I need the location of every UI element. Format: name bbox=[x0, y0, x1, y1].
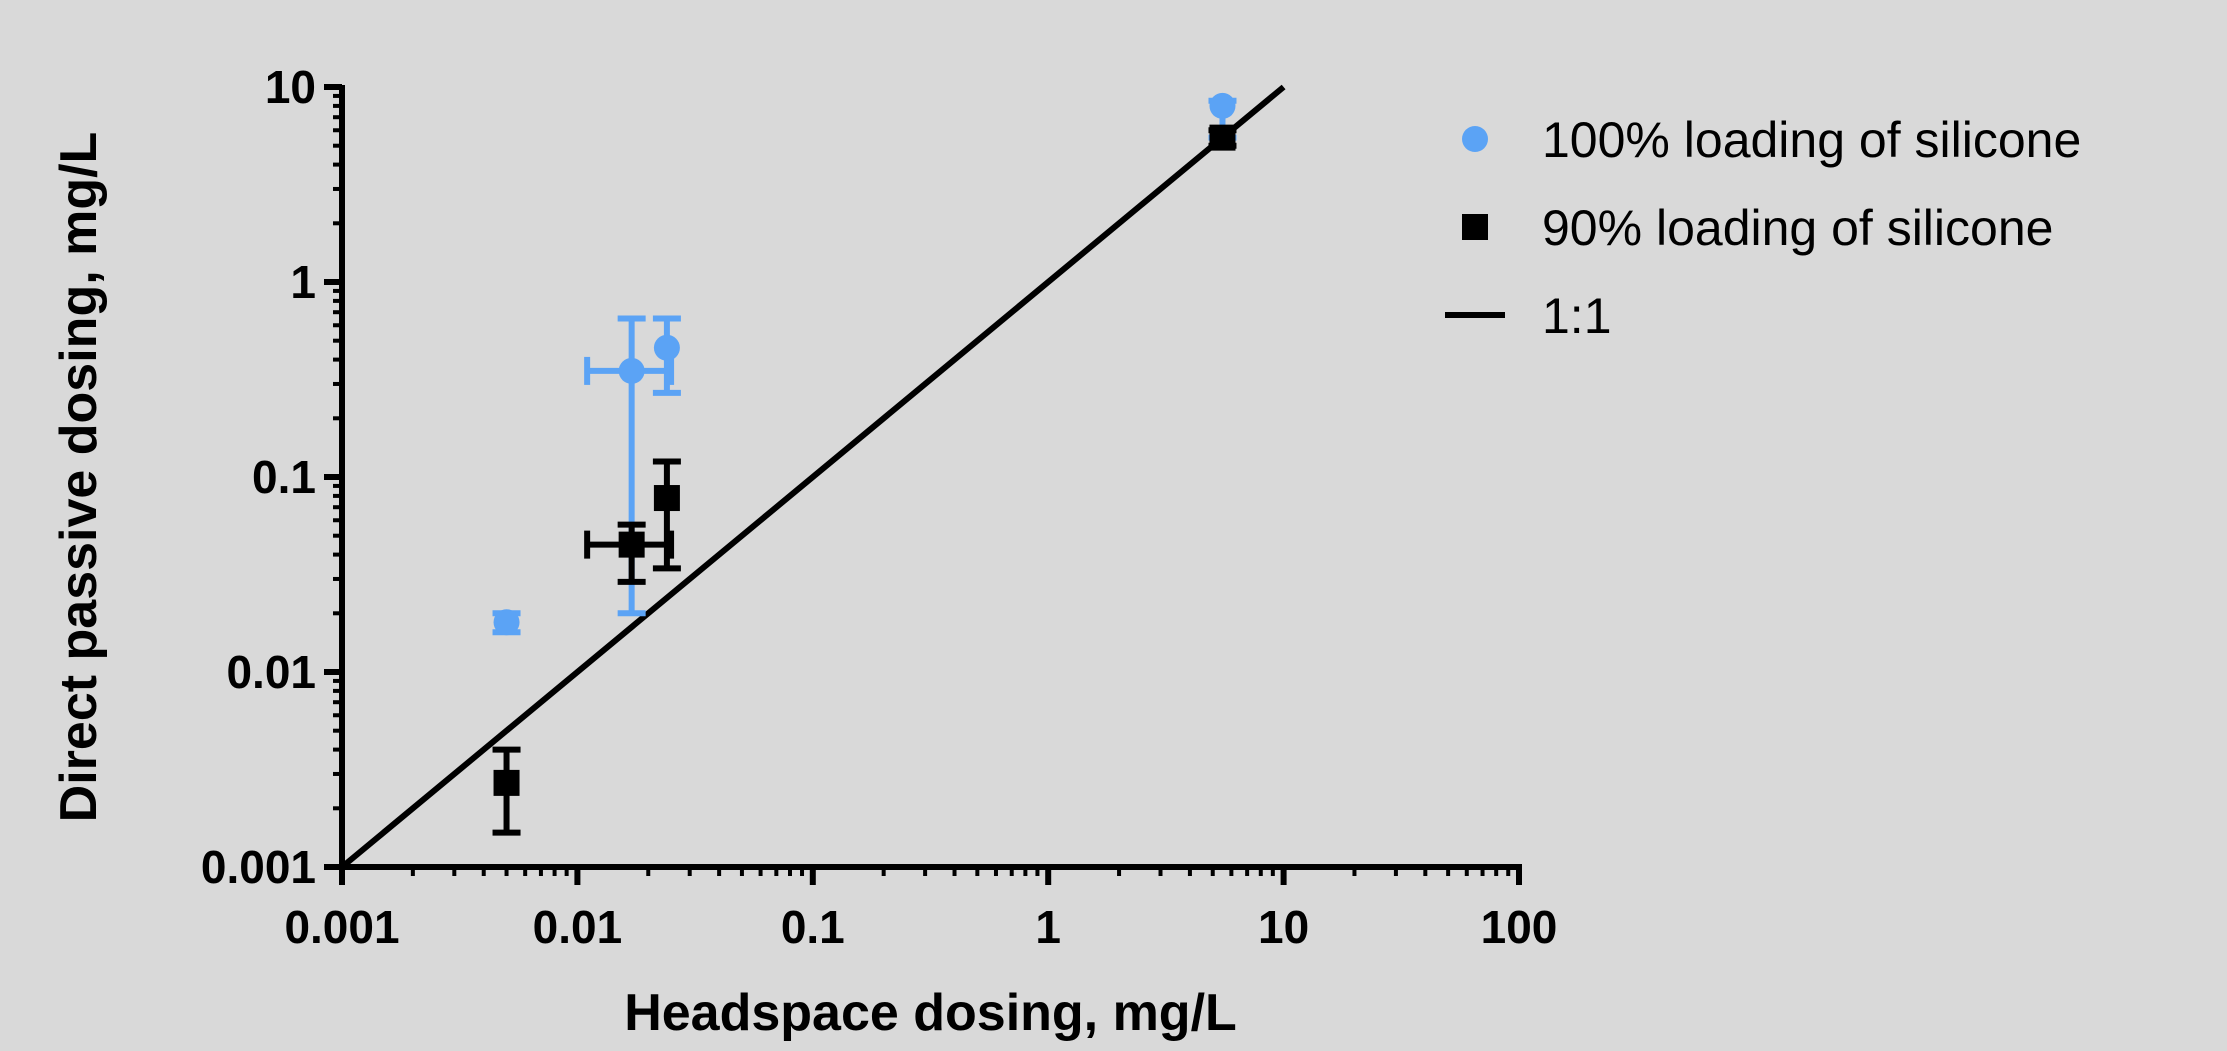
x-tick-label: 0.1 bbox=[781, 901, 845, 953]
reference-line-1-1 bbox=[340, 84, 1286, 870]
data-point-circle bbox=[653, 334, 680, 361]
y-tick-label: 0.001 bbox=[201, 841, 316, 893]
x-tick-label: 100 bbox=[1481, 901, 1558, 953]
data-point-circle bbox=[1209, 92, 1236, 119]
x-tick-label: 0.01 bbox=[533, 901, 623, 953]
legend-marker-square bbox=[1462, 214, 1488, 240]
tick-group: 0.001 0.01 0.1 1 10 100 0.001 0.01 0.1 1 10 bbox=[201, 61, 1558, 953]
y-tick-label: 0.01 bbox=[226, 646, 316, 698]
data-point-square bbox=[653, 485, 680, 512]
legend-label: 90% loading of silicone bbox=[1542, 200, 2053, 256]
data-point-circle bbox=[493, 609, 520, 636]
data-point-square bbox=[618, 531, 645, 558]
y-axis-label: Direct passive dosing, mg/L bbox=[50, 132, 108, 823]
axis-label-group: Headspace dosing, mg/L Direct passive dos… bbox=[50, 132, 1237, 1042]
data-point-circle bbox=[618, 357, 645, 384]
y-tick-label: 10 bbox=[265, 61, 316, 113]
data-point-square bbox=[493, 769, 520, 796]
error-bar-group bbox=[492, 97, 1237, 836]
legend-marker-circle bbox=[1462, 126, 1488, 152]
x-tick-label: 10 bbox=[1258, 901, 1309, 953]
legend-label: 100% loading of silicone bbox=[1542, 112, 2081, 168]
x-tick-label: 1 bbox=[1035, 901, 1061, 953]
data-point-square bbox=[1209, 124, 1236, 151]
y-tick-label: 1 bbox=[290, 256, 316, 308]
legend: 100% loading of silicone 90% loading of s… bbox=[1445, 112, 2081, 344]
y-tick-label: 0.1 bbox=[252, 451, 316, 503]
reference-line-group bbox=[340, 84, 1286, 870]
legend-label: 1:1 bbox=[1542, 288, 1612, 344]
x-axis-label: Headspace dosing, mg/L bbox=[624, 984, 1237, 1042]
x-tick-label: 0.001 bbox=[284, 901, 399, 953]
marker-group bbox=[493, 92, 1236, 796]
